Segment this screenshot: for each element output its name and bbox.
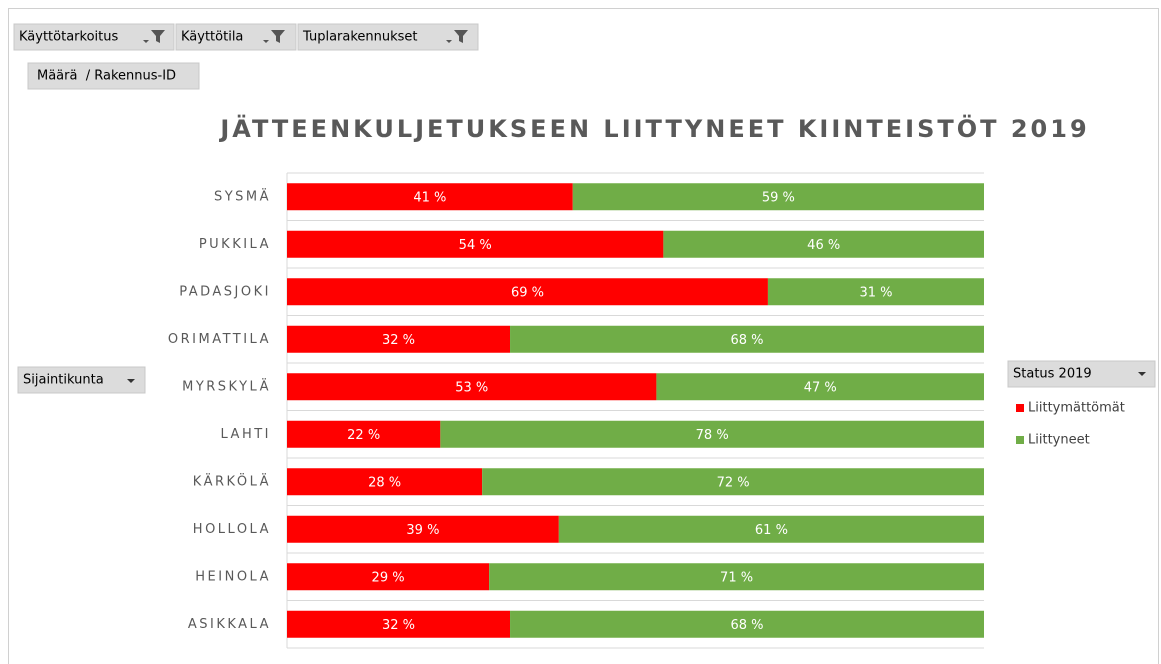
bar-segment — [287, 563, 490, 591]
filter-button[interactable] — [13, 23, 175, 51]
data-label: 32 % — [382, 333, 415, 348]
bar-segment — [287, 515, 559, 543]
y-tick-label: PUKKILA — [199, 237, 271, 252]
bar-segment — [287, 230, 664, 258]
y-tick-label: MYRSKYLÄ — [182, 378, 271, 394]
values-button[interactable] — [27, 62, 200, 90]
bar-segment — [287, 373, 657, 401]
data-label: 53 % — [455, 380, 488, 395]
filter-button[interactable] — [297, 23, 479, 51]
bar-segment — [287, 610, 511, 638]
bar-segment — [287, 183, 573, 211]
filter-label[interactable]: Käyttötila — [181, 30, 243, 45]
legend-swatch — [1016, 404, 1024, 412]
legend-swatch — [1016, 436, 1024, 444]
bar-segment — [767, 278, 984, 306]
axis-button[interactable] — [17, 366, 146, 394]
filter-label[interactable]: Käyttötarkoitus — [19, 30, 118, 45]
data-label: 39 % — [406, 523, 439, 538]
data-label: 78 % — [696, 428, 729, 443]
data-label: 54 % — [459, 238, 492, 253]
filter-icon[interactable] — [263, 30, 285, 43]
data-label: 46 % — [807, 238, 840, 253]
bar-segment — [510, 325, 984, 353]
y-tick-label: ASIKKALA — [188, 617, 271, 632]
data-label: 32 % — [382, 618, 415, 633]
bar-segment — [558, 515, 984, 543]
legend-button[interactable] — [1007, 360, 1156, 388]
values-label[interactable]: Määrä / Rakennus-ID — [37, 69, 176, 84]
bar-segment — [287, 278, 768, 306]
frame — [8, 8, 1159, 664]
filter-buttons[interactable]: Käyttötarkoitus Käyttötila Tuplarakennuk… — [13, 23, 479, 51]
dropdown-icon[interactable] — [127, 379, 135, 383]
data-label: 22 % — [347, 428, 380, 443]
dropdown-icon[interactable] — [1138, 372, 1146, 376]
data-label: 71 % — [720, 570, 753, 585]
filter-icon[interactable] — [143, 30, 165, 43]
data-label: 28 % — [368, 475, 401, 490]
legend-field-label[interactable]: Status 2019 — [1013, 367, 1092, 382]
bar-segment — [510, 610, 984, 638]
bar-segment — [489, 563, 984, 591]
data-label: 29 % — [372, 570, 405, 585]
bar-segment — [440, 420, 985, 448]
y-tick-label: PADASJOKI — [179, 284, 271, 299]
axis-label[interactable]: Sijaintikunta — [23, 373, 104, 388]
bar-segment — [663, 230, 984, 258]
bar-segment — [572, 183, 984, 211]
legend-label: Liittyneet — [1028, 433, 1090, 448]
legend-label: Liittymättömät — [1028, 401, 1125, 416]
bar-segment — [656, 373, 984, 401]
filter-label[interactable]: Tuplarakennukset — [302, 30, 418, 45]
data-label: 31 % — [859, 285, 892, 300]
chart-title: JÄTTEENKULJETUKSEEN LIITTYNEET KIINTEIST… — [218, 113, 1089, 143]
bar-segment — [482, 468, 984, 496]
bar-segment — [287, 468, 483, 496]
y-tick-label: ORIMATTILA — [168, 332, 271, 347]
y-tick-label: SYSMÄ — [214, 188, 271, 204]
y-tick-label: HEINOLA — [195, 569, 271, 584]
y-tick-label: HOLLOLA — [193, 522, 271, 537]
data-label: 47 % — [804, 380, 837, 395]
bar-segment — [287, 420, 441, 448]
filter-icon[interactable] — [446, 30, 468, 43]
data-label: 68 % — [731, 618, 764, 633]
data-label: 59 % — [762, 190, 795, 205]
data-label: 68 % — [731, 333, 764, 348]
data-label: 41 % — [413, 190, 446, 205]
data-label: 72 % — [717, 475, 750, 490]
y-tick-label: LAHTI — [221, 427, 271, 442]
data-label: 61 % — [755, 523, 788, 538]
y-tick-label: KÄRKÖLÄ — [193, 472, 271, 489]
bar-segment — [287, 325, 511, 353]
data-label: 69 % — [511, 285, 544, 300]
